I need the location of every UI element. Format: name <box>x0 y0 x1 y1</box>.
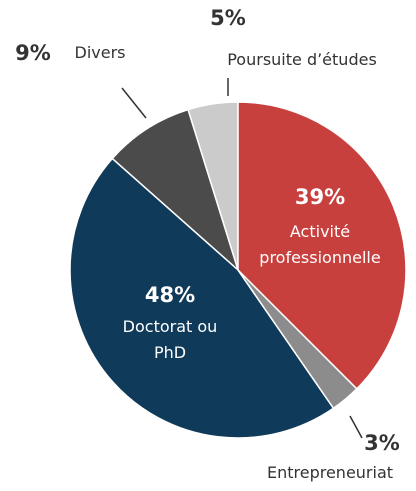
percent-label: 5% <box>210 6 246 30</box>
percent-label: 9% <box>15 41 51 65</box>
percent-label: 39% <box>294 185 346 209</box>
leader-line <box>121 87 147 119</box>
pie-slice <box>111 108 240 273</box>
percent-label: 48% <box>144 283 196 307</box>
percent-label: 3% <box>364 431 400 455</box>
category-label: Activité professionnelle <box>259 222 381 267</box>
pie-slice <box>237 101 407 390</box>
leader-line <box>349 415 363 439</box>
category-label: Divers <box>74 43 126 62</box>
pie-slice <box>69 157 335 439</box>
category-label: Entrepreneuriat <box>266 463 394 482</box>
category-label: Poursuite d’études <box>227 50 377 69</box>
category-label: Doctorat ou PhD <box>122 317 218 362</box>
